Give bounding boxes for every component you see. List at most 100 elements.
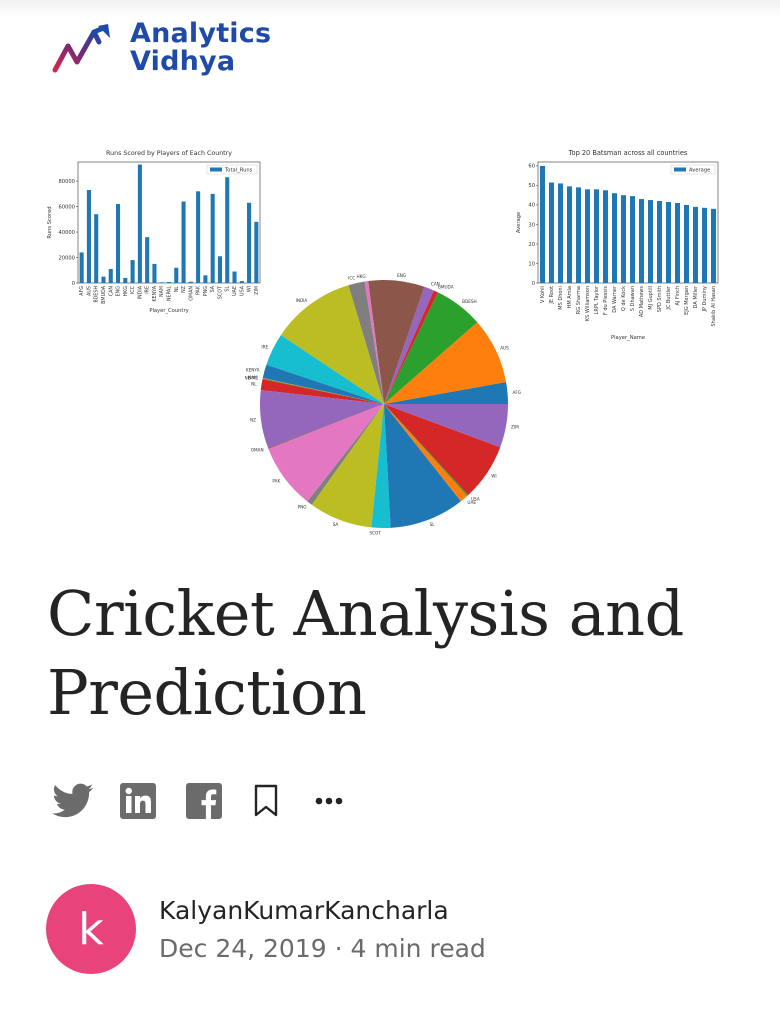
twitter-icon[interactable] [50, 780, 96, 822]
x-tick-label: F du Plessis [603, 286, 609, 315]
facebook-icon[interactable] [184, 780, 224, 822]
x-tick-label: OMAN [188, 286, 194, 301]
pie-label: OMAN [251, 448, 264, 453]
x-tick-label: NZ [181, 285, 187, 293]
pie-slice [262, 364, 384, 404]
y-tick-label: 0 [72, 281, 75, 287]
pie-label: IRE [261, 345, 268, 350]
bar [247, 202, 252, 283]
bar [254, 221, 259, 283]
plot-frame [537, 161, 719, 284]
pie-label: USA [471, 497, 480, 502]
bar [629, 196, 636, 283]
bar [116, 204, 121, 283]
x-tick-label: BMUDA [101, 285, 107, 304]
pie-label: ZIM [511, 424, 519, 429]
bar [188, 281, 193, 283]
x-tick-label: HKG [123, 286, 129, 297]
pie-label: BDESH [462, 299, 477, 304]
legend-box [670, 164, 716, 175]
bar [674, 202, 681, 283]
pie-label: NZ [250, 418, 256, 423]
pie-label: NAM [248, 375, 258, 380]
pie-slice [266, 335, 384, 404]
y-axis-label: Runs Scored [47, 206, 53, 238]
bar [683, 204, 690, 283]
x-tick-label: SL [225, 286, 231, 292]
bar [239, 281, 244, 283]
pie-label: SCOT [369, 531, 381, 536]
bar [638, 199, 645, 283]
legend-swatch [674, 167, 686, 172]
x-tick-label: HM Amla [567, 286, 573, 308]
pie-label: SL [430, 522, 436, 527]
author-name[interactable]: KalyanKumarKancharla [159, 896, 449, 925]
x-axis-label: Player_Country [149, 308, 188, 314]
x-tick-label: JP Duminy [702, 286, 708, 313]
x-tick-label: Q de Kock [621, 286, 627, 311]
x-tick-label: IRE [145, 286, 151, 294]
pie-label: BMUDA [438, 284, 454, 289]
y-tick-label: 80000 [58, 179, 75, 185]
pie-slice [262, 378, 384, 404]
top-batsman-bar-chart: Top 20 Batsman across all countries 0 10 20… [512, 146, 732, 346]
bar [548, 182, 555, 283]
y-tick-label: 10 [528, 261, 535, 267]
linkedin-icon[interactable] [118, 780, 158, 822]
analytics-vidhya-logo[interactable]: Analytics Vidhya [50, 18, 290, 82]
pie-slice [384, 404, 468, 502]
bar [575, 187, 582, 283]
bar [647, 200, 654, 283]
more-icon[interactable] [312, 780, 346, 822]
x-tick-label: ZIM [254, 286, 260, 295]
bar [584, 189, 591, 283]
bar [108, 268, 113, 283]
x-tick-label: NEPAL [167, 286, 173, 301]
x-tick-label: RG Sharma [576, 286, 582, 314]
chart-title: Top 20 Batsman across all countries [568, 149, 688, 157]
pie-label: UAE [467, 500, 476, 505]
pie-slice [262, 378, 384, 404]
y-tick-label: 0 [532, 281, 535, 287]
bar [166, 281, 172, 283]
x-tick-label: ICC [130, 285, 136, 294]
bar [225, 177, 230, 283]
y-tick-label: 20000 [58, 255, 75, 261]
y-tick-label: 40000 [58, 230, 75, 236]
y-tick-label: 50 [528, 183, 535, 189]
bar [145, 237, 150, 283]
x-tick-label: MS Dhoni [558, 286, 564, 310]
bar [611, 193, 618, 283]
x-tick-label: BDESH [94, 286, 100, 303]
pie-slice [368, 280, 425, 404]
x-tick-label: NL [174, 286, 180, 293]
pie-label: KENYA [246, 368, 260, 373]
x-tick-label: SPD Smith [657, 286, 663, 312]
pie-slice [311, 404, 384, 528]
pie-label: NL [251, 381, 257, 386]
x-tick-label: AJ Finch [675, 286, 681, 305]
x-tick-label: SA [210, 285, 216, 292]
bar [181, 201, 186, 283]
x-tick-label: NAM [159, 286, 165, 297]
pie-slice [384, 382, 508, 404]
pie-label: AFG [513, 390, 522, 395]
bar [593, 189, 600, 283]
x-tick-label: JC Buttler [666, 285, 672, 311]
avatar[interactable]: k [46, 884, 136, 974]
bar [130, 260, 135, 283]
bookmark-icon[interactable] [250, 780, 282, 822]
y-tick-label: 30 [528, 222, 535, 228]
author-block: k KalyanKumarKancharla Dec 24, 2019 · 4 … [46, 884, 746, 976]
read-time: 4 min read [350, 934, 486, 963]
legend-label: Average [689, 168, 710, 174]
x-axis-label: Player_Name [611, 335, 645, 341]
pie-slice [384, 404, 469, 496]
bar [232, 271, 237, 283]
bar [665, 202, 672, 283]
pie-slice [384, 404, 508, 448]
pie-label: PAK [272, 478, 280, 483]
logo-text: Analytics Vidhya [130, 20, 271, 76]
x-tick-label: AFG [79, 286, 85, 296]
bar [217, 256, 222, 283]
